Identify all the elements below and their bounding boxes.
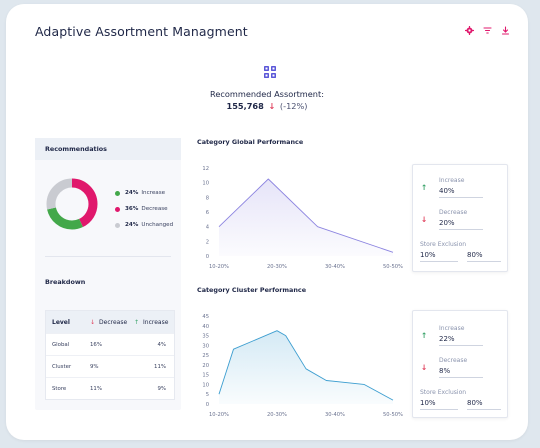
arrow-down-icon: ↓	[268, 101, 276, 111]
cluster-controls-panel: ↑ Increase 22% ↓ Decrease 8% Store Exclu…	[412, 310, 508, 418]
decrease-input[interactable]: 8%	[439, 367, 483, 378]
grid-icon	[264, 63, 276, 78]
increase-label: Increase	[439, 177, 465, 184]
y-tick-label: 30	[202, 343, 209, 349]
chart-title-global: Category Global Performance	[197, 138, 304, 146]
y-tick-label: 6	[206, 210, 209, 216]
series-line	[218, 178, 394, 253]
recommendations-panel: Recommendatios 24% Increase 36% Decrease 2…	[35, 138, 181, 410]
legend-dot	[115, 222, 120, 228]
y-tick-label: 0	[206, 254, 209, 260]
arrow-up-icon: ↑	[134, 318, 140, 326]
x-tick-label: 50-50%	[383, 412, 403, 418]
increase-label: Increase	[439, 325, 465, 332]
increase-input[interactable]: 40%	[439, 187, 483, 198]
chart-title-cluster: Category Cluster Performance	[197, 286, 307, 294]
y-tick-label: 35	[202, 334, 209, 340]
x-tick-label: 20-30%	[267, 264, 287, 270]
legend-item: 24% Increase	[115, 185, 173, 201]
x-tick-label: 30-40%	[325, 412, 345, 418]
header-level: Level	[52, 318, 70, 326]
cluster-performance-chart: 0 5 10 15 20 25 30 35 40 45 10-20% 20-30% 30-40% 50-5…	[202, 314, 403, 418]
y-tick-label: 10	[202, 181, 209, 187]
donut-slice-unchanged	[46, 178, 98, 230]
x-tick-label: 10-20%	[209, 264, 229, 270]
y-tick-label: 20	[202, 363, 209, 369]
recommendations-title: Recommendatios	[35, 138, 181, 160]
settings-icon[interactable]	[465, 20, 474, 35]
y-tick-label: 5	[206, 392, 209, 398]
y-tick-label: 4	[206, 225, 210, 231]
y-tick-label: 25	[202, 353, 209, 359]
exclusion-max-input[interactable]: 80%	[467, 399, 501, 410]
y-tick-label: 12	[202, 166, 209, 172]
series-area	[219, 330, 393, 404]
header-increase[interactable]: ↑ Increase	[134, 318, 169, 326]
recommendations-legend: 24% Increase 36% Decrease 24% Unchanged	[115, 185, 173, 233]
y-tick-label: 45	[202, 314, 209, 320]
increase-input[interactable]: 22%	[439, 335, 483, 346]
exclusion-min-input[interactable]: 10%	[420, 251, 458, 262]
recommended-label: Recommended Assortment:	[210, 89, 324, 99]
header-decrease[interactable]: ↓ Decrease	[90, 318, 128, 326]
store-exclusion-label: Store Exclusion	[420, 241, 467, 248]
x-tick-label: 30-40%	[325, 264, 345, 270]
x-tick-label: 20-30%	[267, 412, 287, 418]
recommended-change: (-12%)	[279, 101, 308, 111]
breakdown-table: Level ↓ Decrease ↑ Increase Global 16% 4% …	[45, 310, 175, 400]
table-row: Store 11% 9%	[46, 377, 174, 399]
decrease-label: Decrease	[439, 357, 468, 364]
download-icon[interactable]	[501, 20, 510, 35]
y-tick-label: 2	[206, 239, 209, 245]
table-row: Cluster 9% 11%	[46, 355, 174, 377]
y-tick-label: 15	[202, 373, 209, 379]
decrease-label: Decrease	[439, 209, 468, 216]
page-title: Adaptive Assortment Managment	[35, 24, 248, 39]
table-header: Level ↓ Decrease ↑ Increase	[46, 311, 174, 333]
main-card: Adaptive Assortment Managment Recommende…	[6, 4, 528, 440]
y-tick-label: 10	[202, 382, 209, 388]
global-controls-panel: ↑ Increase 40% ↓ Decrease 20% Store Excl…	[412, 164, 508, 272]
series-area	[219, 179, 393, 256]
series-line	[218, 330, 394, 401]
y-tick-label: 0	[206, 402, 209, 408]
divider	[45, 256, 171, 257]
legend-dot	[115, 190, 120, 196]
toolbar	[465, 20, 510, 35]
exclusion-max-input[interactable]: 80%	[467, 251, 501, 262]
exclusion-min-input[interactable]: 10%	[420, 399, 458, 410]
arrow-down-icon: ↓	[421, 215, 428, 224]
legend-dot	[115, 206, 120, 212]
recommended-value-line: 155,768 ↓ (-12%)	[6, 101, 528, 111]
global-performance-chart: 0 2 4 6 8 10 12 10-20% 20-30% 30-40% 50-50%	[202, 166, 403, 270]
donut-slice-increase	[46, 178, 98, 230]
x-tick-label: 10-20%	[209, 412, 229, 418]
arrow-up-icon: ↑	[421, 331, 428, 340]
y-tick-label: 40	[202, 324, 209, 330]
filter-icon[interactable]	[483, 20, 492, 34]
recommended-value: 155,768	[226, 101, 264, 111]
store-exclusion-label: Store Exclusion	[420, 389, 467, 396]
y-tick-label: 8	[206, 195, 209, 201]
decrease-input[interactable]: 20%	[439, 219, 483, 230]
arrow-down-icon: ↓	[421, 363, 428, 372]
arrow-up-icon: ↑	[421, 183, 428, 192]
breakdown-title: Breakdown	[45, 278, 86, 286]
legend-item: 36% Decrease	[115, 201, 173, 217]
legend-item: 24% Unchanged	[115, 217, 173, 233]
arrow-down-icon: ↓	[90, 318, 96, 326]
x-tick-label: 50-50%	[383, 264, 403, 270]
table-row: Global 16% 4%	[46, 333, 174, 355]
recommendations-donut	[46, 178, 98, 230]
